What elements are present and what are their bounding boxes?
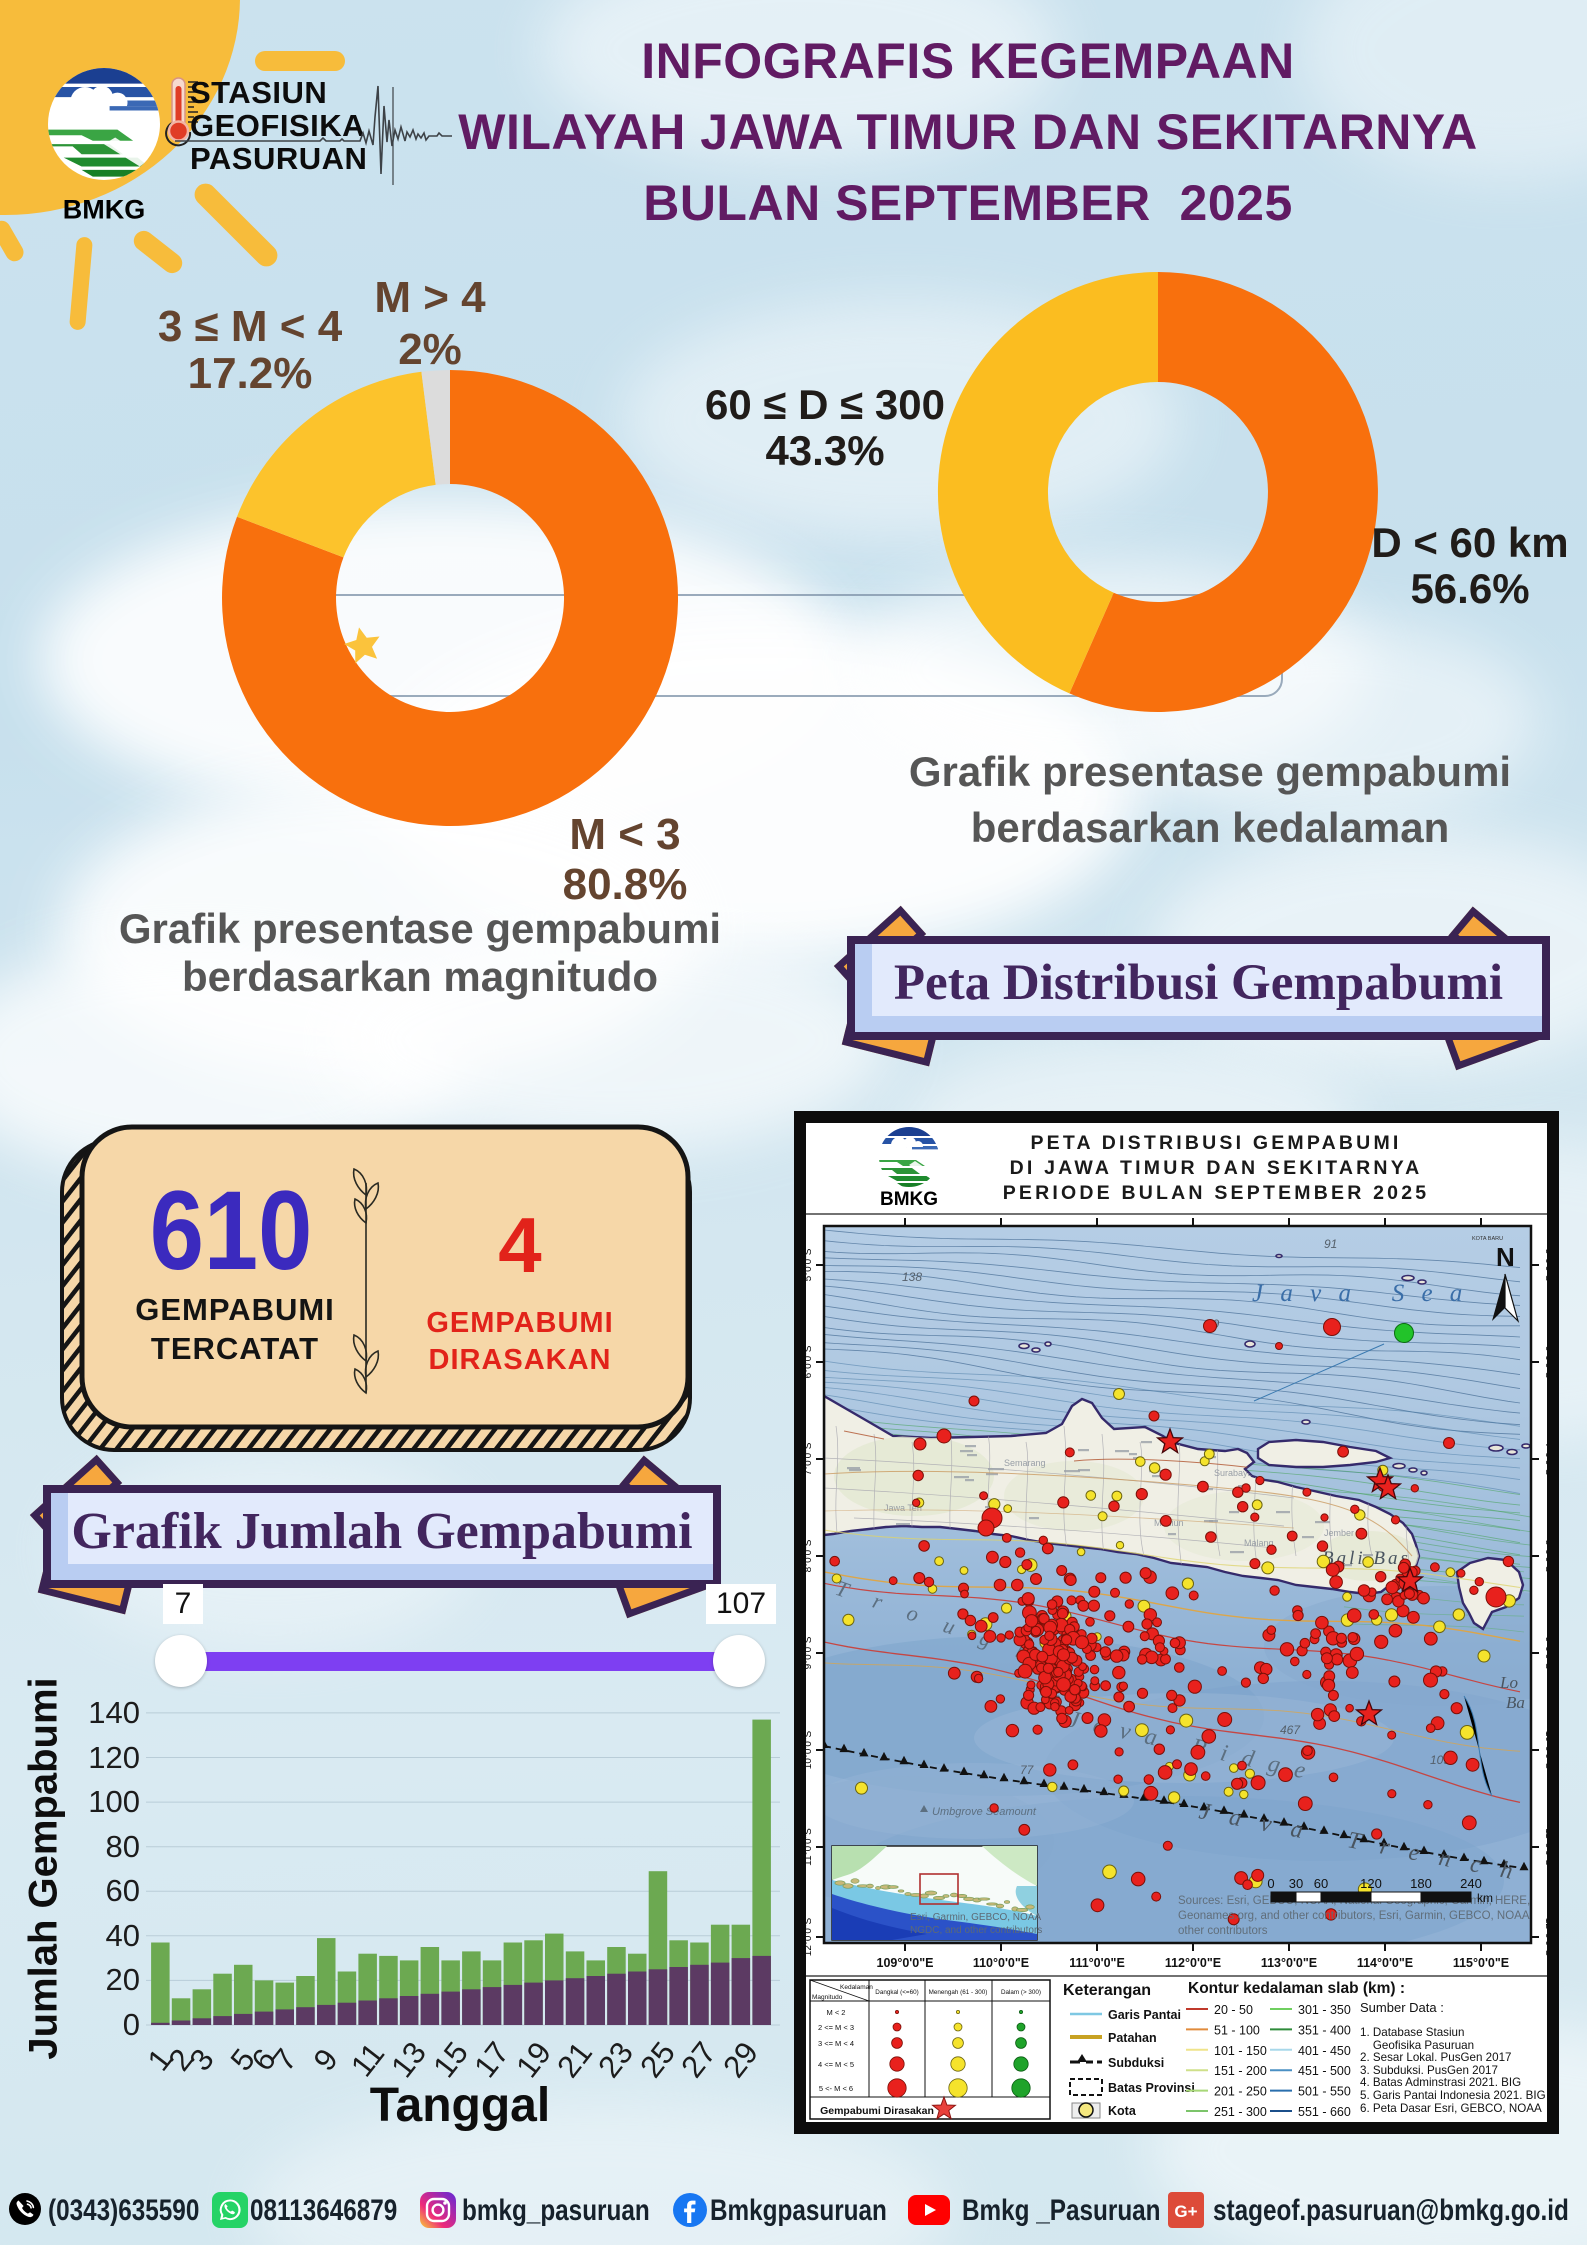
svg-text:KOTA BARU: KOTA BARU [1472, 1236, 1503, 1242]
svg-text:180: 180 [1410, 1876, 1432, 1891]
svg-text:251 - 300: 251 - 300 [1214, 2105, 1267, 2119]
svg-text:4. Batas Adminstrasi 2021. BIG: 4. Batas Adminstrasi 2021. BIG [1360, 2076, 1521, 2089]
svg-text:Geofisika Pasuruan: Geofisika Pasuruan [1360, 2039, 1474, 2052]
svg-text:NGDC, and other contributors: NGDC, and other contributors [910, 1925, 1042, 1936]
svg-text:Jember: Jember [1324, 1528, 1354, 1538]
svg-text:Magnitudo: Magnitudo [812, 1994, 843, 2001]
svg-text:7°0'0"S: 7°0'0"S [803, 1442, 814, 1475]
svg-text:2 <= M < 3: 2 <= M < 3 [818, 2023, 854, 2032]
svg-text:Surabaya: Surabaya [1214, 1468, 1253, 1478]
svg-text:Geonames.org, and other contri: Geonames.org, and other contributors, Es… [1178, 1910, 1559, 1922]
svg-text:138: 138 [902, 1270, 922, 1284]
svg-text:PETA DISTRIBUSI GEMPABUMI: PETA DISTRIBUSI GEMPABUMI [1030, 1132, 1401, 1154]
svg-text:451 - 500: 451 - 500 [1298, 2064, 1351, 2078]
svg-text:Menengah (61 - 300): Menengah (61 - 300) [929, 1989, 988, 1996]
svg-text:77: 77 [1020, 1763, 1035, 1777]
svg-text:60: 60 [1314, 1876, 1328, 1891]
svg-text:101 - 150: 101 - 150 [1214, 2044, 1267, 2058]
svg-text:4 <= M < 5: 4 <= M < 5 [818, 2060, 854, 2069]
svg-text:Patahan: Patahan [1108, 2031, 1157, 2045]
svg-text:3. Subduksi. PusGen 2017: 3. Subduksi. PusGen 2017 [1360, 2064, 1498, 2077]
svg-text:Keterangan: Keterangan [1063, 1982, 1151, 1999]
svg-text:10°0'0"S: 10°0'0"S [803, 1730, 814, 1769]
svg-text:113°0'0"E: 113°0'0"E [1261, 1956, 1317, 1970]
svg-text:301 - 350: 301 - 350 [1298, 2003, 1351, 2017]
svg-text:J a v a S e a: J a v a S e a [1252, 1280, 1468, 1307]
svg-text:20 - 50: 20 - 50 [1214, 2003, 1253, 2017]
svg-text:Umbgrove Seamount: Umbgrove Seamount [932, 1806, 1037, 1818]
svg-text:Jawa Ten: Jawa Ten [884, 1503, 922, 1513]
svg-text:Malang: Malang [1244, 1538, 1274, 1548]
svg-text:Sumber Data :: Sumber Data : [1360, 2000, 1444, 2015]
svg-text:1. Database Stasiun: 1. Database Stasiun [1360, 2026, 1464, 2039]
svg-text:G+: G+ [1174, 2202, 1197, 2221]
svg-text:12°0'0"S: 12°0'0"S [803, 1917, 814, 1956]
svg-text:240: 240 [1460, 1876, 1482, 1891]
svg-text:Subduksi: Subduksi [1108, 2056, 1164, 2070]
svg-text:Dalam (> 300): Dalam (> 300) [1001, 1989, 1041, 1996]
svg-text:401 - 450: 401 - 450 [1298, 2044, 1351, 2058]
svg-text:51 - 100: 51 - 100 [1214, 2023, 1260, 2037]
svg-text:Kota: Kota [1108, 2104, 1137, 2118]
svg-text:91: 91 [1324, 1237, 1337, 1251]
svg-text:Kontur kedalaman slab (km) :: Kontur kedalaman slab (km) : [1188, 1980, 1405, 1997]
svg-text:551 - 660: 551 - 660 [1298, 2105, 1351, 2119]
svg-text:Batas Provinsi: Batas Provinsi [1108, 2081, 1195, 2095]
svg-text:467: 467 [1280, 1723, 1301, 1737]
svg-text:DI JAWA TIMUR DAN SEKITARNYA: DI JAWA TIMUR DAN SEKITARNYA [1010, 1157, 1423, 1179]
svg-text:Garis Pantai: Garis Pantai [1108, 2008, 1181, 2022]
svg-text:114°0'0"E: 114°0'0"E [1357, 1956, 1413, 1970]
svg-text:111°0'0"E: 111°0'0"E [1069, 1956, 1125, 1970]
svg-text:Gempabumi Dirasakan: Gempabumi Dirasakan [820, 2105, 934, 2117]
svg-text:PERIODE BULAN SEPTEMBER 2025: PERIODE BULAN SEPTEMBER 2025 [1003, 1182, 1430, 1204]
svg-text:Ba: Ba [1506, 1693, 1525, 1712]
svg-text:30: 30 [1289, 1876, 1303, 1891]
svg-text:110°0'0"E: 110°0'0"E [973, 1956, 1029, 1970]
svg-text:8°0'0"S: 8°0'0"S [803, 1539, 814, 1572]
svg-text:BMKG: BMKG [63, 195, 146, 225]
svg-text:km: km [1477, 1891, 1493, 1905]
svg-text:6. Peta Dasar Esri, GEBCO, NOA: 6. Peta Dasar Esri, GEBCO, NOAA [1360, 2102, 1542, 2115]
svg-text:112°0'0"E: 112°0'0"E [1165, 1956, 1221, 1970]
svg-text:501 - 550: 501 - 550 [1298, 2085, 1351, 2099]
svg-text:6°0'0"S: 6°0'0"S [803, 1345, 814, 1378]
svg-text:Lo: Lo [1499, 1673, 1518, 1692]
svg-text:Esri, Garmin, GEBCO, NOAA: Esri, Garmin, GEBCO, NOAA [910, 1912, 1041, 1923]
svg-text:other contributors: other contributors [1178, 1925, 1268, 1937]
svg-text:5°0'0"S: 5°0'0"S [803, 1248, 814, 1281]
svg-text:0: 0 [1267, 1876, 1274, 1891]
svg-text:5. Garis Pantai Indonesia 2021: 5. Garis Pantai Indonesia 2021. BIG [1360, 2089, 1546, 2102]
svg-text:M < 2: M < 2 [827, 2008, 846, 2017]
svg-text:Kedalaman: Kedalaman [840, 1984, 873, 1991]
svg-text:11°0'0"S: 11°0'0"S [803, 1828, 814, 1866]
svg-text:351 - 400: 351 - 400 [1298, 2023, 1351, 2037]
svg-text:9°0'0"S: 9°0'0"S [803, 1636, 814, 1669]
svg-text:115°0'0"E: 115°0'0"E [1453, 1956, 1509, 1970]
svg-text:5 <- M < 6: 5 <- M < 6 [819, 2084, 853, 2093]
svg-text:Semarang: Semarang [1004, 1458, 1046, 1468]
svg-text:109°0'0"E: 109°0'0"E [877, 1956, 934, 1970]
svg-text:N: N [1496, 1242, 1515, 1272]
svg-text:2. Sesar Lokal. PusGen 2017: 2. Sesar Lokal. PusGen 2017 [1360, 2051, 1511, 2064]
svg-text:120: 120 [1360, 1876, 1382, 1891]
svg-text:Dangkal (<=60): Dangkal (<=60) [875, 1989, 918, 1996]
svg-text:151 - 200: 151 - 200 [1214, 2064, 1267, 2078]
svg-text:201 - 250: 201 - 250 [1214, 2085, 1267, 2099]
svg-text:BMKG: BMKG [880, 1189, 938, 1210]
svg-text:3 <= M < 4: 3 <= M < 4 [818, 2039, 854, 2048]
